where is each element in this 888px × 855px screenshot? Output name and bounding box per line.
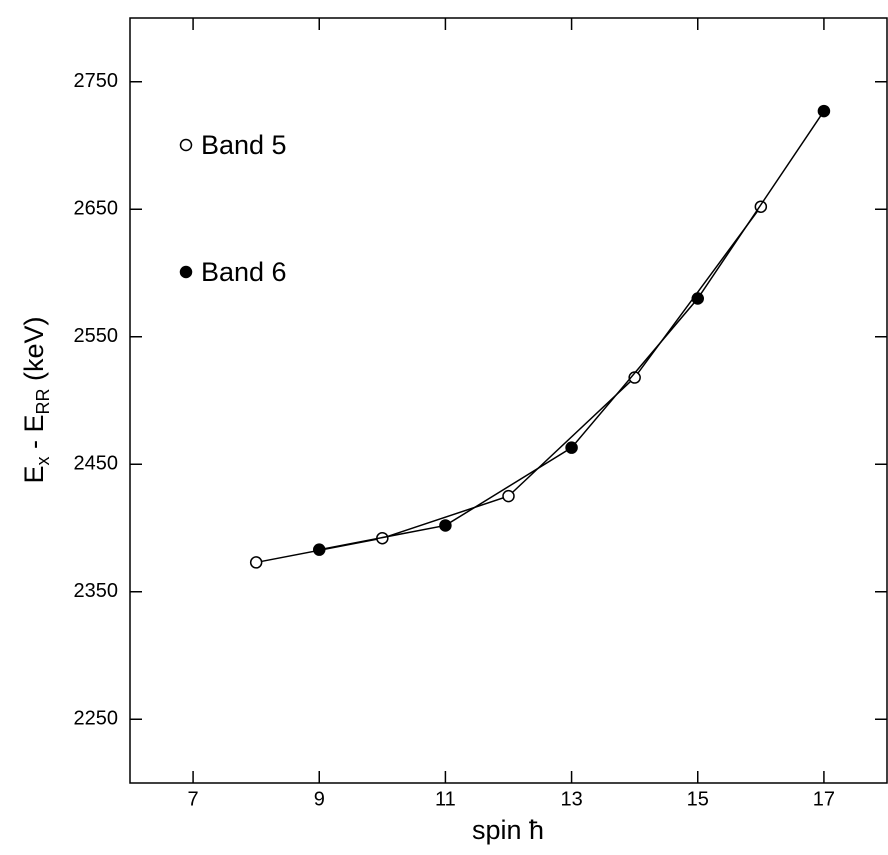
y-tick-label: 2450 xyxy=(74,453,119,475)
y-tick-label: 2350 xyxy=(74,580,119,602)
series-line xyxy=(256,206,762,564)
series-line xyxy=(319,110,825,551)
y-tick-label: 2750 xyxy=(74,70,119,92)
y-label-sub: RR xyxy=(33,388,53,414)
x-tick-label: 9 xyxy=(314,788,325,810)
data-point xyxy=(691,292,704,305)
data-point xyxy=(439,519,452,532)
y-label-part: E xyxy=(19,466,49,484)
x-tick-label: 7 xyxy=(188,788,199,810)
data-point xyxy=(313,543,326,556)
y-label-sub: x xyxy=(33,457,53,466)
y-tick-label: 2650 xyxy=(74,198,119,220)
x-tick-label: 13 xyxy=(560,788,582,810)
plot-frame xyxy=(129,17,888,784)
y-label-part: (keV) xyxy=(19,316,49,388)
x-tick-label: 17 xyxy=(813,788,835,810)
legend-label: Band 5 xyxy=(201,130,287,160)
y-tick-label: 2250 xyxy=(74,708,119,730)
legend-label: Band 6 xyxy=(201,257,287,287)
data-point xyxy=(249,556,263,569)
data-point xyxy=(502,489,515,503)
y-label-part: - E xyxy=(19,414,49,456)
legend-marker xyxy=(179,265,193,279)
x-tick-label: 11 xyxy=(435,788,456,810)
data-point xyxy=(817,104,831,118)
y-tick-label: 2550 xyxy=(74,325,119,347)
x-tick-label: 15 xyxy=(687,788,709,810)
data-point xyxy=(565,441,578,454)
x-axis-label: spin ħ xyxy=(472,815,544,845)
y-axis-label: Ex - ERR (keV) xyxy=(19,316,53,483)
legend-marker xyxy=(179,138,193,152)
